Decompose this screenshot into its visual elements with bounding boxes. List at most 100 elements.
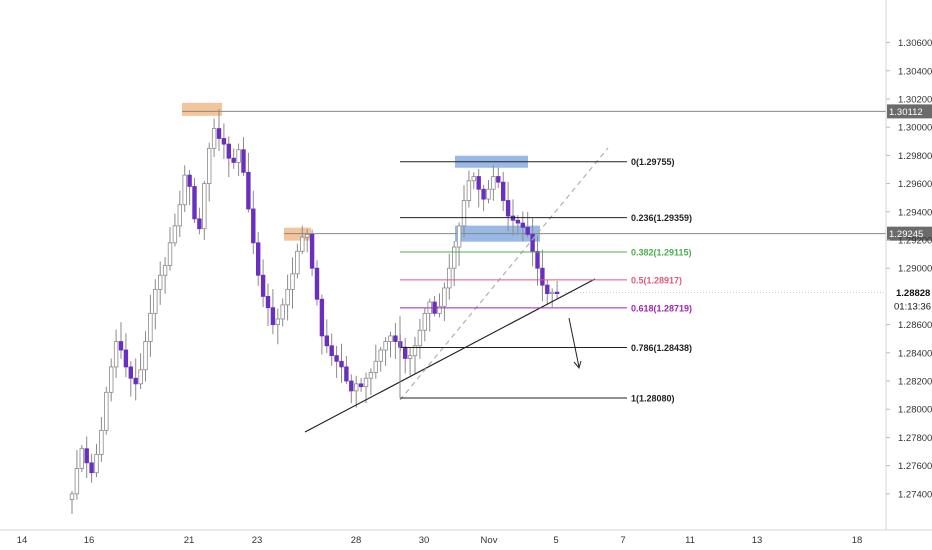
y-tick-label: 1.30000 bbox=[898, 123, 932, 134]
x-tick-label: 5 bbox=[553, 535, 558, 546]
bear-candle bbox=[393, 335, 398, 342]
y-tick-label: 1.30600 bbox=[898, 38, 932, 49]
bear-candle bbox=[192, 186, 197, 220]
bear-candle bbox=[339, 360, 344, 368]
bull-candle bbox=[280, 304, 285, 320]
fib-level-label: 0.236(1.29359) bbox=[631, 213, 692, 223]
bear-candle bbox=[270, 307, 276, 326]
projection-arrowhead bbox=[573, 360, 582, 370]
bear-candle bbox=[545, 284, 550, 294]
bull-candle bbox=[491, 176, 496, 190]
bull-candle bbox=[99, 429, 104, 455]
level-line-mid-label: 1.29245 bbox=[889, 229, 923, 240]
bear-candle bbox=[505, 200, 511, 217]
fib-level-label: 0.5(1.28917) bbox=[631, 275, 682, 285]
y-tick-label: 1.27600 bbox=[898, 461, 932, 472]
y-tick-label: 1.29800 bbox=[898, 151, 932, 162]
y-tick-label: 1.30400 bbox=[898, 66, 932, 77]
bear-candle bbox=[349, 380, 354, 392]
bear-candle bbox=[231, 157, 236, 163]
bull-candle bbox=[69, 493, 75, 500]
bull-candle bbox=[206, 147, 212, 184]
x-tick-label: 13 bbox=[752, 535, 763, 546]
y-tick-label: 1.27800 bbox=[898, 433, 932, 444]
bull-candle bbox=[422, 312, 427, 331]
fibonacci-retracement[interactable]: 0(1.29755) 0.236(1.29359) 0.382(1.29115) 0.… bbox=[399, 157, 692, 403]
bear-candle bbox=[402, 346, 408, 359]
bear-candle bbox=[187, 174, 192, 187]
bear-candle bbox=[358, 383, 364, 388]
bull-candle bbox=[109, 366, 114, 393]
bear-candle bbox=[265, 296, 271, 309]
bear-candle bbox=[344, 366, 349, 382]
time-axis[interactable]: 14 16 21 23 28 30 Nov 5 7 11 13 18 bbox=[0, 529, 932, 546]
bull-candle bbox=[285, 288, 290, 306]
bull-candle bbox=[412, 345, 418, 357]
bull-candle bbox=[447, 267, 452, 289]
bear-candle bbox=[535, 250, 540, 269]
bull-candle bbox=[177, 204, 182, 227]
bull-candle bbox=[290, 273, 295, 290]
bull-candle bbox=[550, 291, 555, 294]
bear-candle bbox=[309, 233, 315, 269]
bear-candle bbox=[515, 219, 521, 224]
bear-candle bbox=[84, 448, 89, 464]
bear-candle bbox=[554, 291, 560, 294]
bear-candle bbox=[314, 267, 320, 300]
bear-candle bbox=[251, 208, 256, 244]
bull-candle bbox=[74, 468, 80, 495]
x-tick-label: 30 bbox=[419, 535, 430, 546]
bear-candle bbox=[255, 242, 261, 276]
y-tick-label: 1.29400 bbox=[898, 207, 932, 218]
dashed-trend-channel[interactable] bbox=[399, 147, 609, 401]
level-line-high-badge bbox=[887, 104, 932, 119]
ascending-trendline[interactable] bbox=[304, 278, 596, 433]
bull-candle bbox=[437, 305, 442, 314]
y-tick-label: 1.30200 bbox=[898, 94, 932, 105]
y-tick-label: 1.28600 bbox=[898, 320, 932, 331]
bull-candle bbox=[167, 242, 173, 266]
bull-candle bbox=[456, 225, 462, 248]
bear-candle bbox=[246, 171, 251, 210]
price-axis[interactable]: 1.30600 1.30400 1.30200 1.30000 1.29800 1.296… bbox=[885, 0, 932, 530]
bull-candle bbox=[451, 246, 457, 269]
bull-candle bbox=[295, 250, 300, 275]
bear-candle bbox=[221, 138, 227, 145]
x-tick-label: 21 bbox=[184, 535, 195, 546]
y-tick-label: 1.28400 bbox=[898, 348, 932, 359]
y-tick-label: 1.29600 bbox=[898, 179, 932, 190]
fib-level-label: 0.382(1.29115) bbox=[631, 247, 692, 257]
fib-level-label: 0(1.29755) bbox=[631, 157, 675, 167]
y-tick-label: 1.27400 bbox=[898, 489, 932, 500]
drawing-tools[interactable] bbox=[304, 147, 609, 433]
bull-candle bbox=[202, 183, 207, 230]
bull-candle bbox=[373, 360, 378, 373]
bull-candle bbox=[236, 149, 241, 163]
x-tick-label: 11 bbox=[685, 535, 695, 546]
y-tick-label: 1.28200 bbox=[898, 377, 932, 388]
fib-level-label: 1(1.28080) bbox=[631, 393, 675, 403]
bear-candle bbox=[481, 188, 486, 200]
bull-candle bbox=[461, 200, 467, 227]
countdown-label: 01:13:36 bbox=[894, 301, 931, 312]
bull-candle bbox=[383, 341, 388, 351]
bear-candle bbox=[540, 267, 545, 286]
bear-candle bbox=[530, 233, 535, 252]
x-tick-label: 18 bbox=[852, 535, 863, 546]
horizontal-levels[interactable]: 1.30112 1.29245 1.28828 01:13:36 bbox=[182, 104, 932, 312]
resistance-zone-high bbox=[182, 102, 222, 116]
projection-arrow[interactable] bbox=[568, 317, 580, 368]
bear-candle bbox=[500, 181, 506, 201]
x-tick-label: 28 bbox=[351, 535, 362, 546]
y-tick-label: 1.29200 bbox=[898, 236, 932, 247]
bear-candle bbox=[525, 226, 530, 235]
level-line-mid-badge bbox=[887, 226, 932, 241]
fib-level-label: 0.618(1.28719) bbox=[631, 303, 692, 313]
y-tick-label: 1.28000 bbox=[898, 405, 932, 416]
bull-candle bbox=[104, 391, 109, 431]
bear-candle bbox=[520, 222, 525, 228]
bear-candle bbox=[197, 218, 202, 230]
x-tick-label: Nov bbox=[481, 535, 498, 546]
bull-candle bbox=[94, 453, 99, 474]
